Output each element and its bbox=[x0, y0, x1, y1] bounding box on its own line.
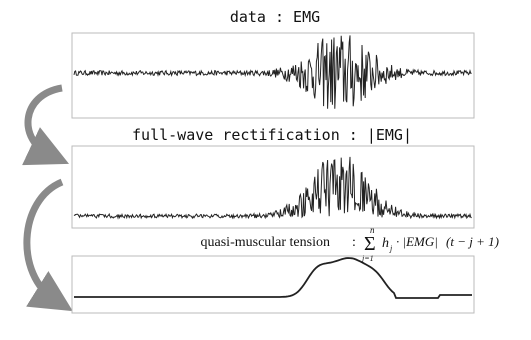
signals bbox=[73, 35, 472, 299]
arrow bbox=[23, 178, 73, 312]
formula-colon: : bbox=[352, 235, 356, 250]
formula-coef: h bbox=[382, 236, 389, 251]
waveform bbox=[73, 35, 472, 109]
panel-title: data : EMG bbox=[230, 8, 320, 26]
waveform bbox=[73, 156, 472, 220]
panel-title: full-wave rectification : |EMG| bbox=[132, 126, 412, 144]
panel-frame bbox=[71, 255, 475, 314]
waveform bbox=[74, 257, 472, 299]
formula-lower: j=1 bbox=[361, 254, 374, 263]
formula-body: · |EMG| bbox=[396, 234, 438, 249]
panel-title: quasi-muscular tension bbox=[201, 235, 330, 250]
formula-arg: (t − j + 1) bbox=[446, 234, 499, 249]
formula-sum: Σ bbox=[364, 233, 376, 255]
formula-coef-sub: j bbox=[389, 244, 393, 253]
formula-upper: n bbox=[370, 225, 375, 235]
panel-frame bbox=[71, 32, 475, 119]
arrow bbox=[22, 84, 70, 166]
